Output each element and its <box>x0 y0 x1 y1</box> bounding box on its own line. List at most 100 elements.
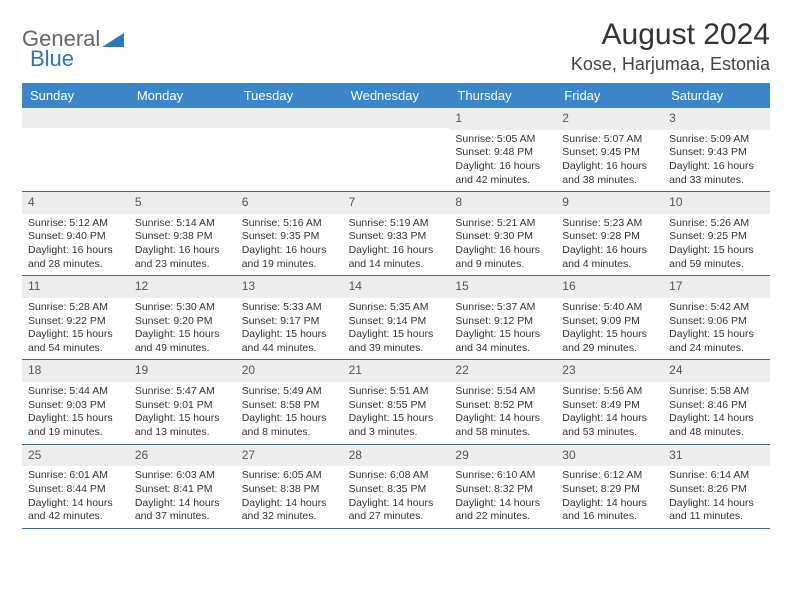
calendar-day-cell: 20Sunrise: 5:49 AMSunset: 8:58 PMDayligh… <box>236 360 343 443</box>
weekday-header-row: SundayMondayTuesdayWednesdayThursdayFrid… <box>22 83 770 108</box>
daylight-text: Daylight: 16 hours and 33 minutes. <box>669 160 766 187</box>
day-number: 1 <box>449 108 556 130</box>
day-info: Sunrise: 5:47 AMSunset: 9:01 PMDaylight:… <box>133 385 232 440</box>
calendar-empty-cell <box>343 108 450 191</box>
daylight-text: Daylight: 14 hours and 37 minutes. <box>135 497 232 524</box>
sunrise-text: Sunrise: 5:21 AM <box>455 217 552 231</box>
sunset-text: Sunset: 9:40 PM <box>28 230 125 244</box>
calendar-day-cell: 30Sunrise: 6:12 AMSunset: 8:29 PMDayligh… <box>556 445 663 528</box>
calendar-day-cell: 24Sunrise: 5:58 AMSunset: 8:46 PMDayligh… <box>663 360 770 443</box>
calendar-day-cell: 3Sunrise: 5:09 AMSunset: 9:43 PMDaylight… <box>663 108 770 191</box>
calendar-day-cell: 15Sunrise: 5:37 AMSunset: 9:12 PMDayligh… <box>449 276 556 359</box>
calendar-day-cell: 8Sunrise: 5:21 AMSunset: 9:30 PMDaylight… <box>449 192 556 275</box>
sunset-text: Sunset: 8:46 PM <box>669 399 766 413</box>
calendar-day-cell: 2Sunrise: 5:07 AMSunset: 9:45 PMDaylight… <box>556 108 663 191</box>
location-text: Kose, Harjumaa, Estonia <box>571 54 770 75</box>
day-info: Sunrise: 5:19 AMSunset: 9:33 PMDaylight:… <box>347 217 446 272</box>
calendar-day-cell: 7 Sunrise: 5:19 AMSunset: 9:33 PMDaylight… <box>343 192 450 275</box>
calendar-day-cell: 10 Sunrise: 5:26 AMSunset: 9:25 PMDayligh… <box>663 192 770 275</box>
day-info: Sunrise: 6:01 AMSunset: 8:44 PMDaylight:… <box>26 469 125 524</box>
daylight-text: Daylight: 16 hours and 14 minutes. <box>349 244 446 271</box>
logo-triangle-icon <box>102 29 124 49</box>
day-info: Sunrise: 5:40 AMSunset: 9:09 PMDaylight:… <box>560 301 659 356</box>
sunrise-text: Sunrise: 5:19 AM <box>349 217 446 231</box>
calendar-day-cell: 11Sunrise: 5:28 AMSunset: 9:22 PMDayligh… <box>22 276 129 359</box>
weekday-header-cell: Wednesday <box>343 83 450 108</box>
sunset-text: Sunset: 8:52 PM <box>455 399 552 413</box>
day-info: Sunrise: 6:10 AMSunset: 8:32 PMDaylight:… <box>453 469 552 524</box>
calendar-day-cell: 1Sunrise: 5:05 AMSunset: 9:48 PMDaylight… <box>449 108 556 191</box>
calendar-day-cell: 25Sunrise: 6:01 AMSunset: 8:44 PMDayligh… <box>22 445 129 528</box>
daylight-text: Daylight: 16 hours and 38 minutes. <box>562 160 659 187</box>
day-number: 10 <box>663 192 770 214</box>
sunset-text: Sunset: 9:20 PM <box>135 315 232 329</box>
sunrise-text: Sunrise: 5:54 AM <box>455 385 552 399</box>
title-block: August 2024 Kose, Harjumaa, Estonia <box>571 18 770 75</box>
sunset-text: Sunset: 9:48 PM <box>455 146 552 160</box>
weekday-header-cell: Saturday <box>663 83 770 108</box>
daylight-text: Daylight: 16 hours and 4 minutes. <box>562 244 659 271</box>
sunset-text: Sunset: 9:43 PM <box>669 146 766 160</box>
daylight-text: Daylight: 15 hours and 3 minutes. <box>349 412 446 439</box>
calendar-week-row: 4Sunrise: 5:12 AMSunset: 9:40 PMDaylight… <box>22 192 770 276</box>
daylight-text: Daylight: 15 hours and 44 minutes. <box>242 328 339 355</box>
weekday-header-cell: Tuesday <box>236 83 343 108</box>
day-info: Sunrise: 5:51 AMSunset: 8:55 PMDaylight:… <box>347 385 446 440</box>
calendar-empty-cell <box>22 108 129 191</box>
sunset-text: Sunset: 9:03 PM <box>28 399 125 413</box>
day-info: Sunrise: 5:26 AMSunset: 9:25 PMDaylight:… <box>667 217 766 272</box>
sunrise-text: Sunrise: 5:51 AM <box>349 385 446 399</box>
daylight-text: Daylight: 14 hours and 58 minutes. <box>455 412 552 439</box>
daylight-text: Daylight: 14 hours and 16 minutes. <box>562 497 659 524</box>
day-number: 9 <box>556 192 663 214</box>
day-info: Sunrise: 5:58 AMSunset: 8:46 PMDaylight:… <box>667 385 766 440</box>
day-number: 27 <box>236 445 343 467</box>
daylight-text: Daylight: 16 hours and 9 minutes. <box>455 244 552 271</box>
sunset-text: Sunset: 9:01 PM <box>135 399 232 413</box>
day-info: Sunrise: 5:35 AMSunset: 9:14 PMDaylight:… <box>347 301 446 356</box>
page-header: General August 2024 Kose, Harjumaa, Esto… <box>22 18 770 75</box>
day-info: Sunrise: 6:12 AMSunset: 8:29 PMDaylight:… <box>560 469 659 524</box>
sunrise-text: Sunrise: 6:08 AM <box>349 469 446 483</box>
sunset-text: Sunset: 8:44 PM <box>28 483 125 497</box>
day-info: Sunrise: 5:09 AMSunset: 9:43 PMDaylight:… <box>667 133 766 188</box>
sunset-text: Sunset: 9:30 PM <box>455 230 552 244</box>
sunrise-text: Sunrise: 6:03 AM <box>135 469 232 483</box>
day-number: 18 <box>22 360 129 382</box>
day-number: 7 <box>343 192 450 214</box>
weekday-header-cell: Sunday <box>22 83 129 108</box>
sunrise-text: Sunrise: 6:14 AM <box>669 469 766 483</box>
day-info: Sunrise: 5:37 AMSunset: 9:12 PMDaylight:… <box>453 301 552 356</box>
daylight-text: Daylight: 14 hours and 53 minutes. <box>562 412 659 439</box>
sunset-text: Sunset: 8:41 PM <box>135 483 232 497</box>
daylight-text: Daylight: 16 hours and 19 minutes. <box>242 244 339 271</box>
weekday-header-cell: Monday <box>129 83 236 108</box>
sunrise-text: Sunrise: 6:01 AM <box>28 469 125 483</box>
sunrise-text: Sunrise: 5:16 AM <box>242 217 339 231</box>
daylight-text: Daylight: 15 hours and 59 minutes. <box>669 244 766 271</box>
day-info: Sunrise: 6:14 AMSunset: 8:26 PMDaylight:… <box>667 469 766 524</box>
month-title: August 2024 <box>571 18 770 52</box>
calendar-empty-cell <box>129 108 236 191</box>
day-number: 23 <box>556 360 663 382</box>
calendar-day-cell: 16Sunrise: 5:40 AMSunset: 9:09 PMDayligh… <box>556 276 663 359</box>
daylight-text: Daylight: 15 hours and 34 minutes. <box>455 328 552 355</box>
day-number: 2 <box>556 108 663 130</box>
sunrise-text: Sunrise: 5:23 AM <box>562 217 659 231</box>
daylight-text: Daylight: 15 hours and 19 minutes. <box>28 412 125 439</box>
daylight-text: Daylight: 15 hours and 39 minutes. <box>349 328 446 355</box>
daylight-text: Daylight: 15 hours and 54 minutes. <box>28 328 125 355</box>
sunset-text: Sunset: 9:28 PM <box>562 230 659 244</box>
daylight-text: Daylight: 16 hours and 23 minutes. <box>135 244 232 271</box>
day-number <box>22 108 129 128</box>
daylight-text: Daylight: 14 hours and 11 minutes. <box>669 497 766 524</box>
day-number: 28 <box>343 445 450 467</box>
calendar-day-cell: 13Sunrise: 5:33 AMSunset: 9:17 PMDayligh… <box>236 276 343 359</box>
calendar-week-row: 18Sunrise: 5:44 AMSunset: 9:03 PMDayligh… <box>22 360 770 444</box>
sunrise-text: Sunrise: 5:07 AM <box>562 133 659 147</box>
weekday-header-cell: Friday <box>556 83 663 108</box>
day-info: Sunrise: 5:54 AMSunset: 8:52 PMDaylight:… <box>453 385 552 440</box>
day-number <box>129 108 236 128</box>
day-info: Sunrise: 6:08 AMSunset: 8:35 PMDaylight:… <box>347 469 446 524</box>
calendar-week-row: 1Sunrise: 5:05 AMSunset: 9:48 PMDaylight… <box>22 108 770 192</box>
